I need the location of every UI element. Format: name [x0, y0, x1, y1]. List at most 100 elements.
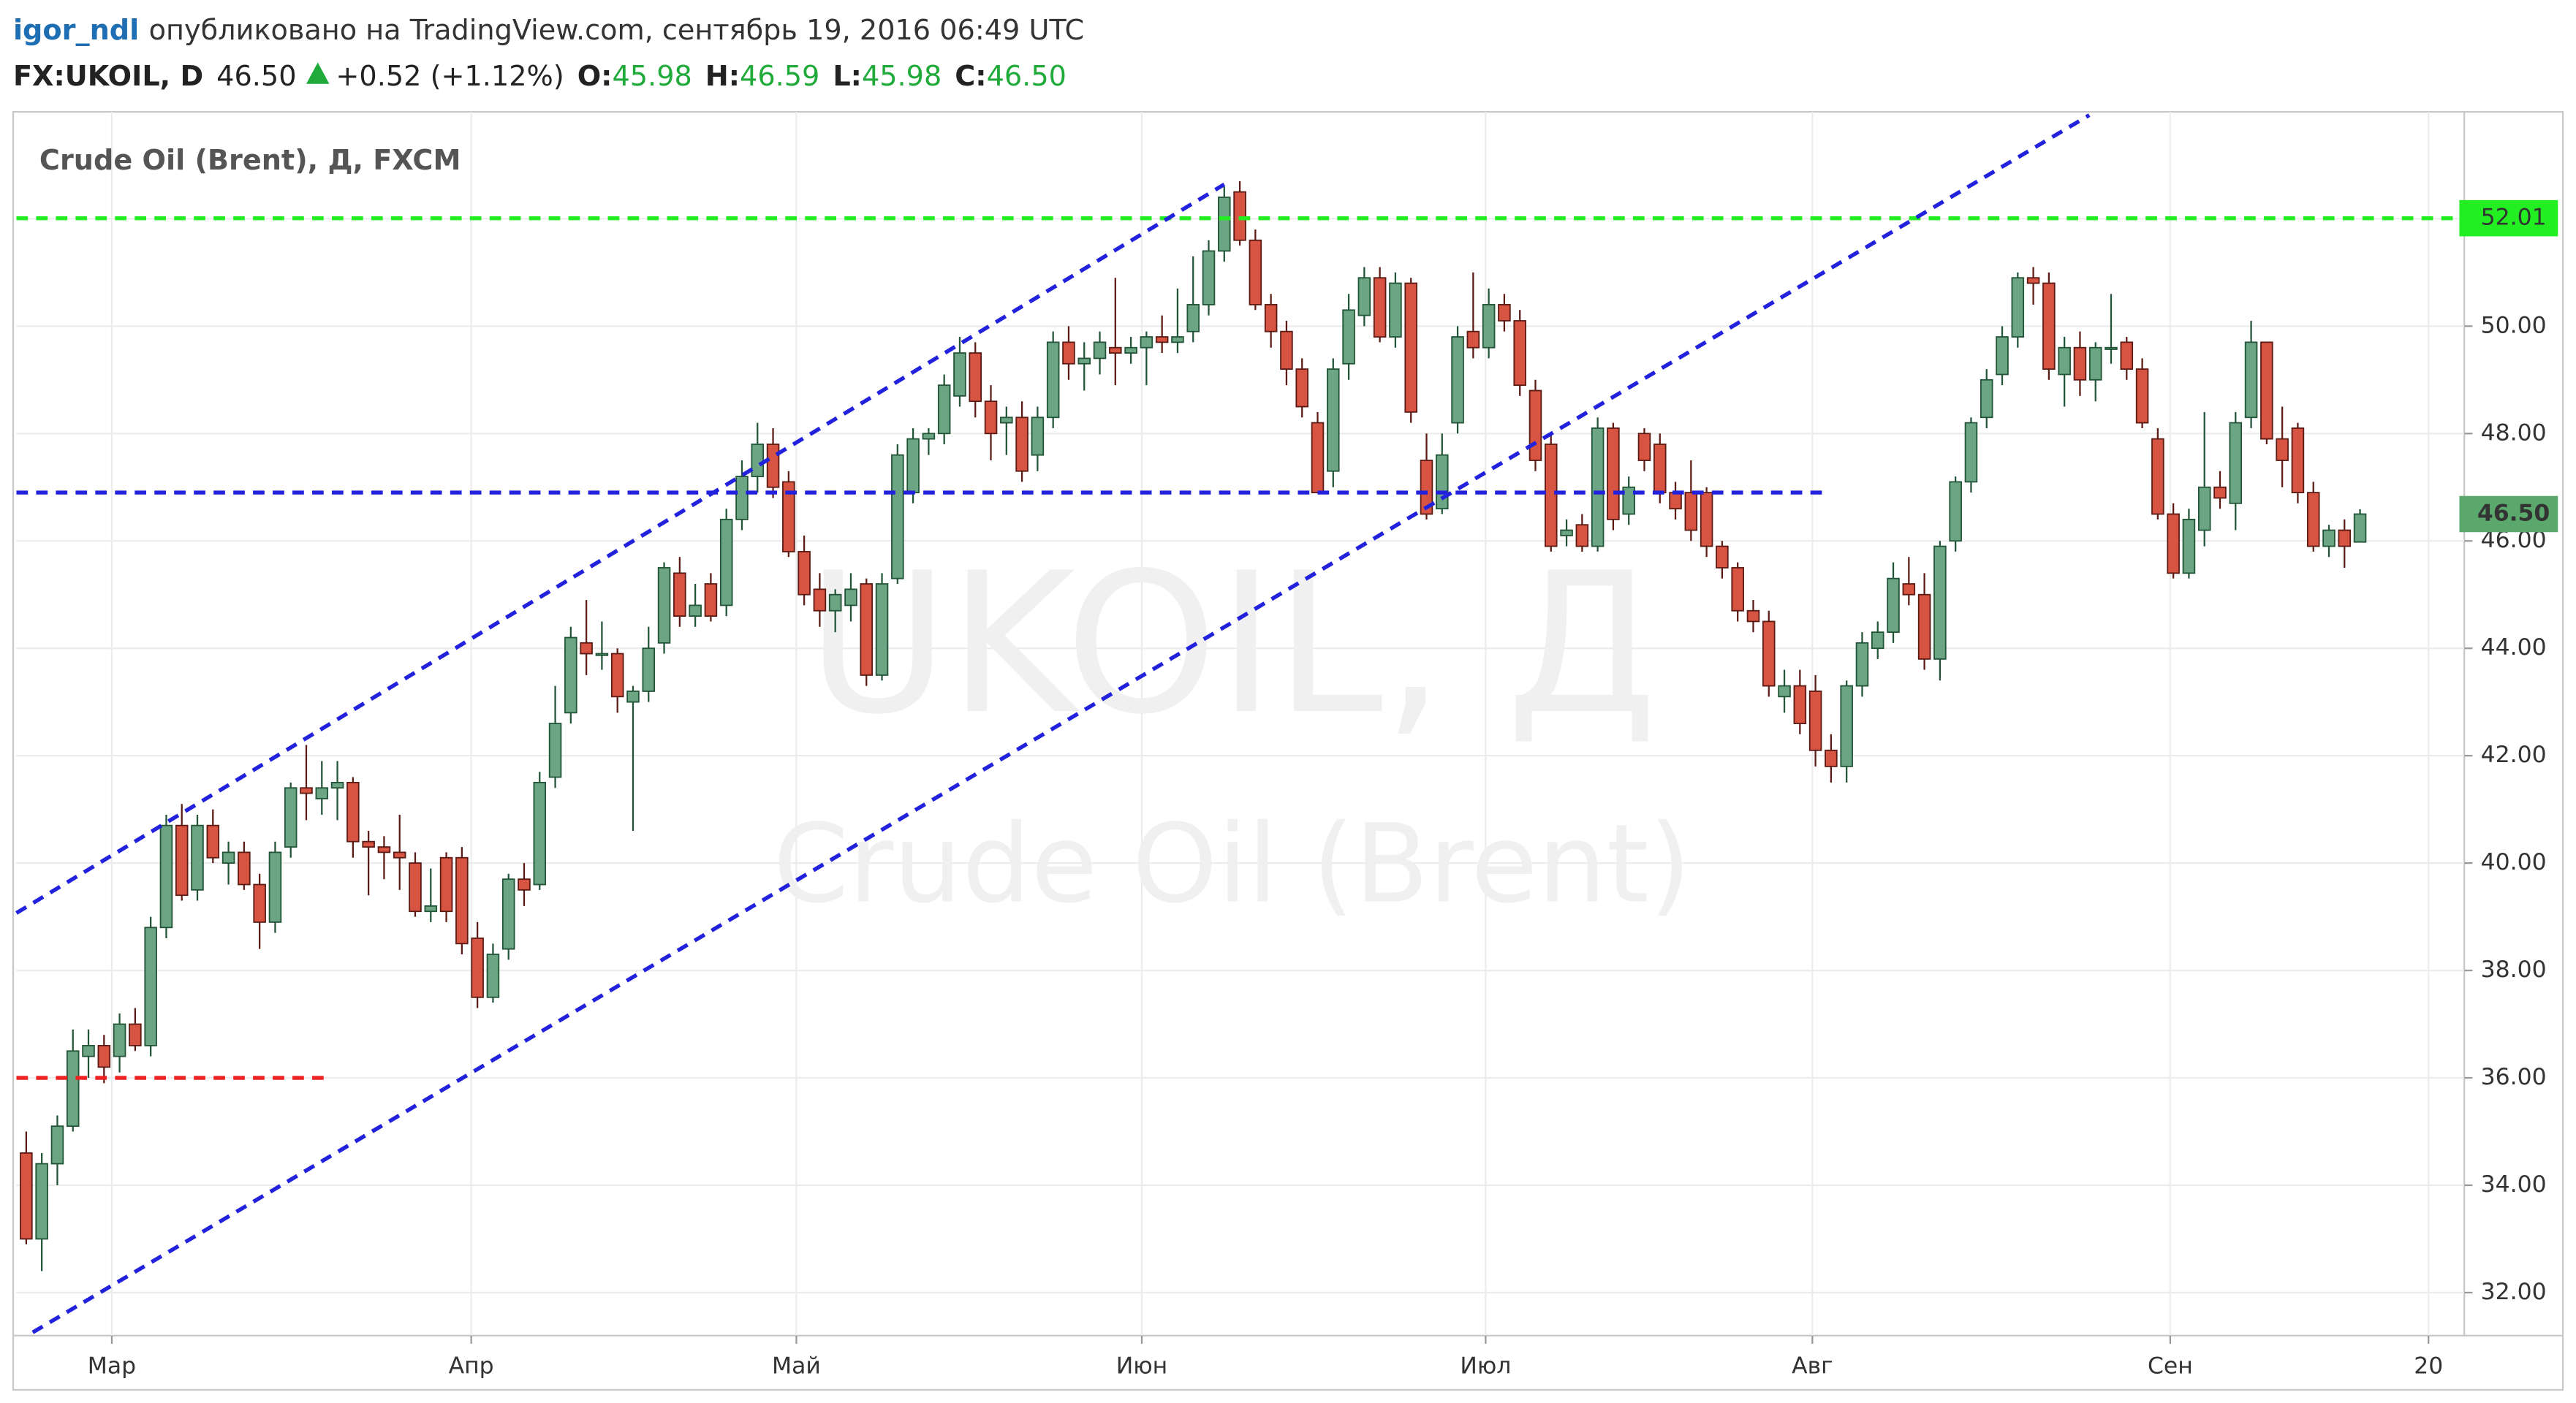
candle-body — [1637, 433, 1651, 461]
candle-body — [1808, 691, 1822, 751]
candle-body — [984, 400, 998, 435]
candle-body — [1420, 460, 1433, 515]
price-label: 52.01 — [2481, 205, 2547, 231]
candle-body — [2058, 346, 2071, 376]
candle-body — [439, 856, 453, 913]
candle-body — [2135, 368, 2149, 424]
candle-body — [1980, 379, 1993, 419]
candle-body — [580, 642, 593, 655]
y-tick-label: 48.00 — [2481, 419, 2547, 446]
candle-body — [1607, 427, 1620, 520]
candle-body — [1373, 277, 1387, 338]
candle-body — [1327, 368, 1340, 472]
x-tick-label: Июл — [1460, 1353, 1511, 1379]
candle-body — [813, 588, 827, 612]
grid — [16, 112, 2465, 1336]
candle-body — [393, 851, 406, 859]
candle-body — [1855, 642, 1869, 687]
x-tick-label: Сен — [2148, 1353, 2193, 1379]
candle-body — [548, 723, 562, 778]
candle-body — [1949, 481, 1962, 542]
change: +0.52 (+1.12%) — [336, 61, 564, 93]
ohlc-value: 46.59 — [740, 61, 819, 93]
candle-body — [300, 787, 313, 794]
candle-body — [221, 851, 235, 864]
candle-body — [751, 444, 765, 477]
candle-body — [1917, 593, 1931, 660]
candle-body — [1466, 330, 1480, 349]
candle-body — [113, 1023, 126, 1057]
candle-body — [2073, 346, 2087, 381]
x-tick-label: Апр — [449, 1353, 494, 1379]
candle-body — [129, 1023, 142, 1046]
candle-body — [1436, 454, 1449, 510]
candle-body — [1513, 320, 1526, 387]
candle-body — [191, 824, 204, 891]
candle-body — [2026, 277, 2040, 284]
chart-title: Crude Oil (Brent), Д, FXCM — [39, 145, 461, 177]
candle-body — [1140, 336, 1153, 349]
chart-frame — [12, 110, 2564, 1391]
candle-body — [1109, 346, 1122, 354]
candle-body — [2151, 438, 2164, 515]
y-tick-label: 38.00 — [2481, 957, 2547, 983]
candle-body — [97, 1045, 111, 1068]
candle-body — [2291, 427, 2305, 494]
candle-body — [1762, 620, 1776, 687]
candle-body — [1295, 368, 1308, 408]
candle-body — [1186, 304, 1200, 332]
candle-body — [906, 438, 920, 494]
candle-body — [564, 636, 577, 714]
candle-body — [828, 593, 842, 612]
candle-body — [1155, 336, 1169, 343]
candle-body — [1124, 346, 1137, 354]
candle-body — [1342, 309, 1355, 365]
candle-body — [937, 384, 951, 435]
candle-body — [1233, 191, 1246, 241]
candle-body — [1451, 336, 1464, 424]
candle-body — [1482, 304, 1496, 349]
candle-body — [1046, 341, 1060, 419]
candle-body — [1731, 567, 1744, 612]
candle-body — [875, 583, 889, 676]
candle-body — [1902, 583, 1916, 596]
candle-body — [860, 583, 874, 676]
y-tick-label: 36.00 — [2481, 1064, 2547, 1090]
candle-body — [1700, 492, 1713, 547]
candle-body — [2276, 438, 2289, 461]
symbol: FX:UKOIL, D — [13, 61, 203, 93]
x-tick-label: Авг — [1792, 1353, 1833, 1379]
candle-body — [1062, 341, 1075, 365]
candle-body — [1887, 577, 1900, 634]
candle-body — [1622, 486, 1635, 515]
candle-body — [284, 787, 298, 848]
candle-body — [1015, 417, 1028, 472]
y-tick-label: 40.00 — [2481, 849, 2547, 875]
candle-body — [1591, 427, 1605, 547]
candle-body — [1528, 389, 1542, 461]
x-tick-label: 20 — [2414, 1353, 2443, 1379]
candle-body — [35, 1163, 48, 1240]
candle-body — [409, 862, 422, 913]
candle-body — [238, 851, 251, 886]
candle-body — [2353, 513, 2367, 543]
candle-body — [346, 781, 360, 843]
candle-body — [953, 352, 966, 397]
watermark-subtitle: Crude Oil (Brent) — [773, 801, 1692, 927]
candle-body — [533, 781, 547, 886]
ohlc-key: C: — [955, 61, 986, 93]
candle-body — [735, 476, 749, 520]
y-tick-label: 32.00 — [2481, 1279, 2547, 1305]
candle-body — [1031, 417, 1045, 456]
price-label-box — [2459, 199, 2558, 237]
candle-body — [657, 567, 671, 644]
candle-body — [719, 518, 733, 607]
candle-body — [1249, 239, 1262, 305]
candle-body — [1389, 282, 1402, 338]
y-tick-label: 34.00 — [2481, 1171, 2547, 1198]
candle-body — [1684, 492, 1698, 531]
candle-body — [2011, 277, 2025, 338]
author[interactable]: igor_ndl — [13, 15, 139, 47]
candle-body — [486, 954, 500, 998]
